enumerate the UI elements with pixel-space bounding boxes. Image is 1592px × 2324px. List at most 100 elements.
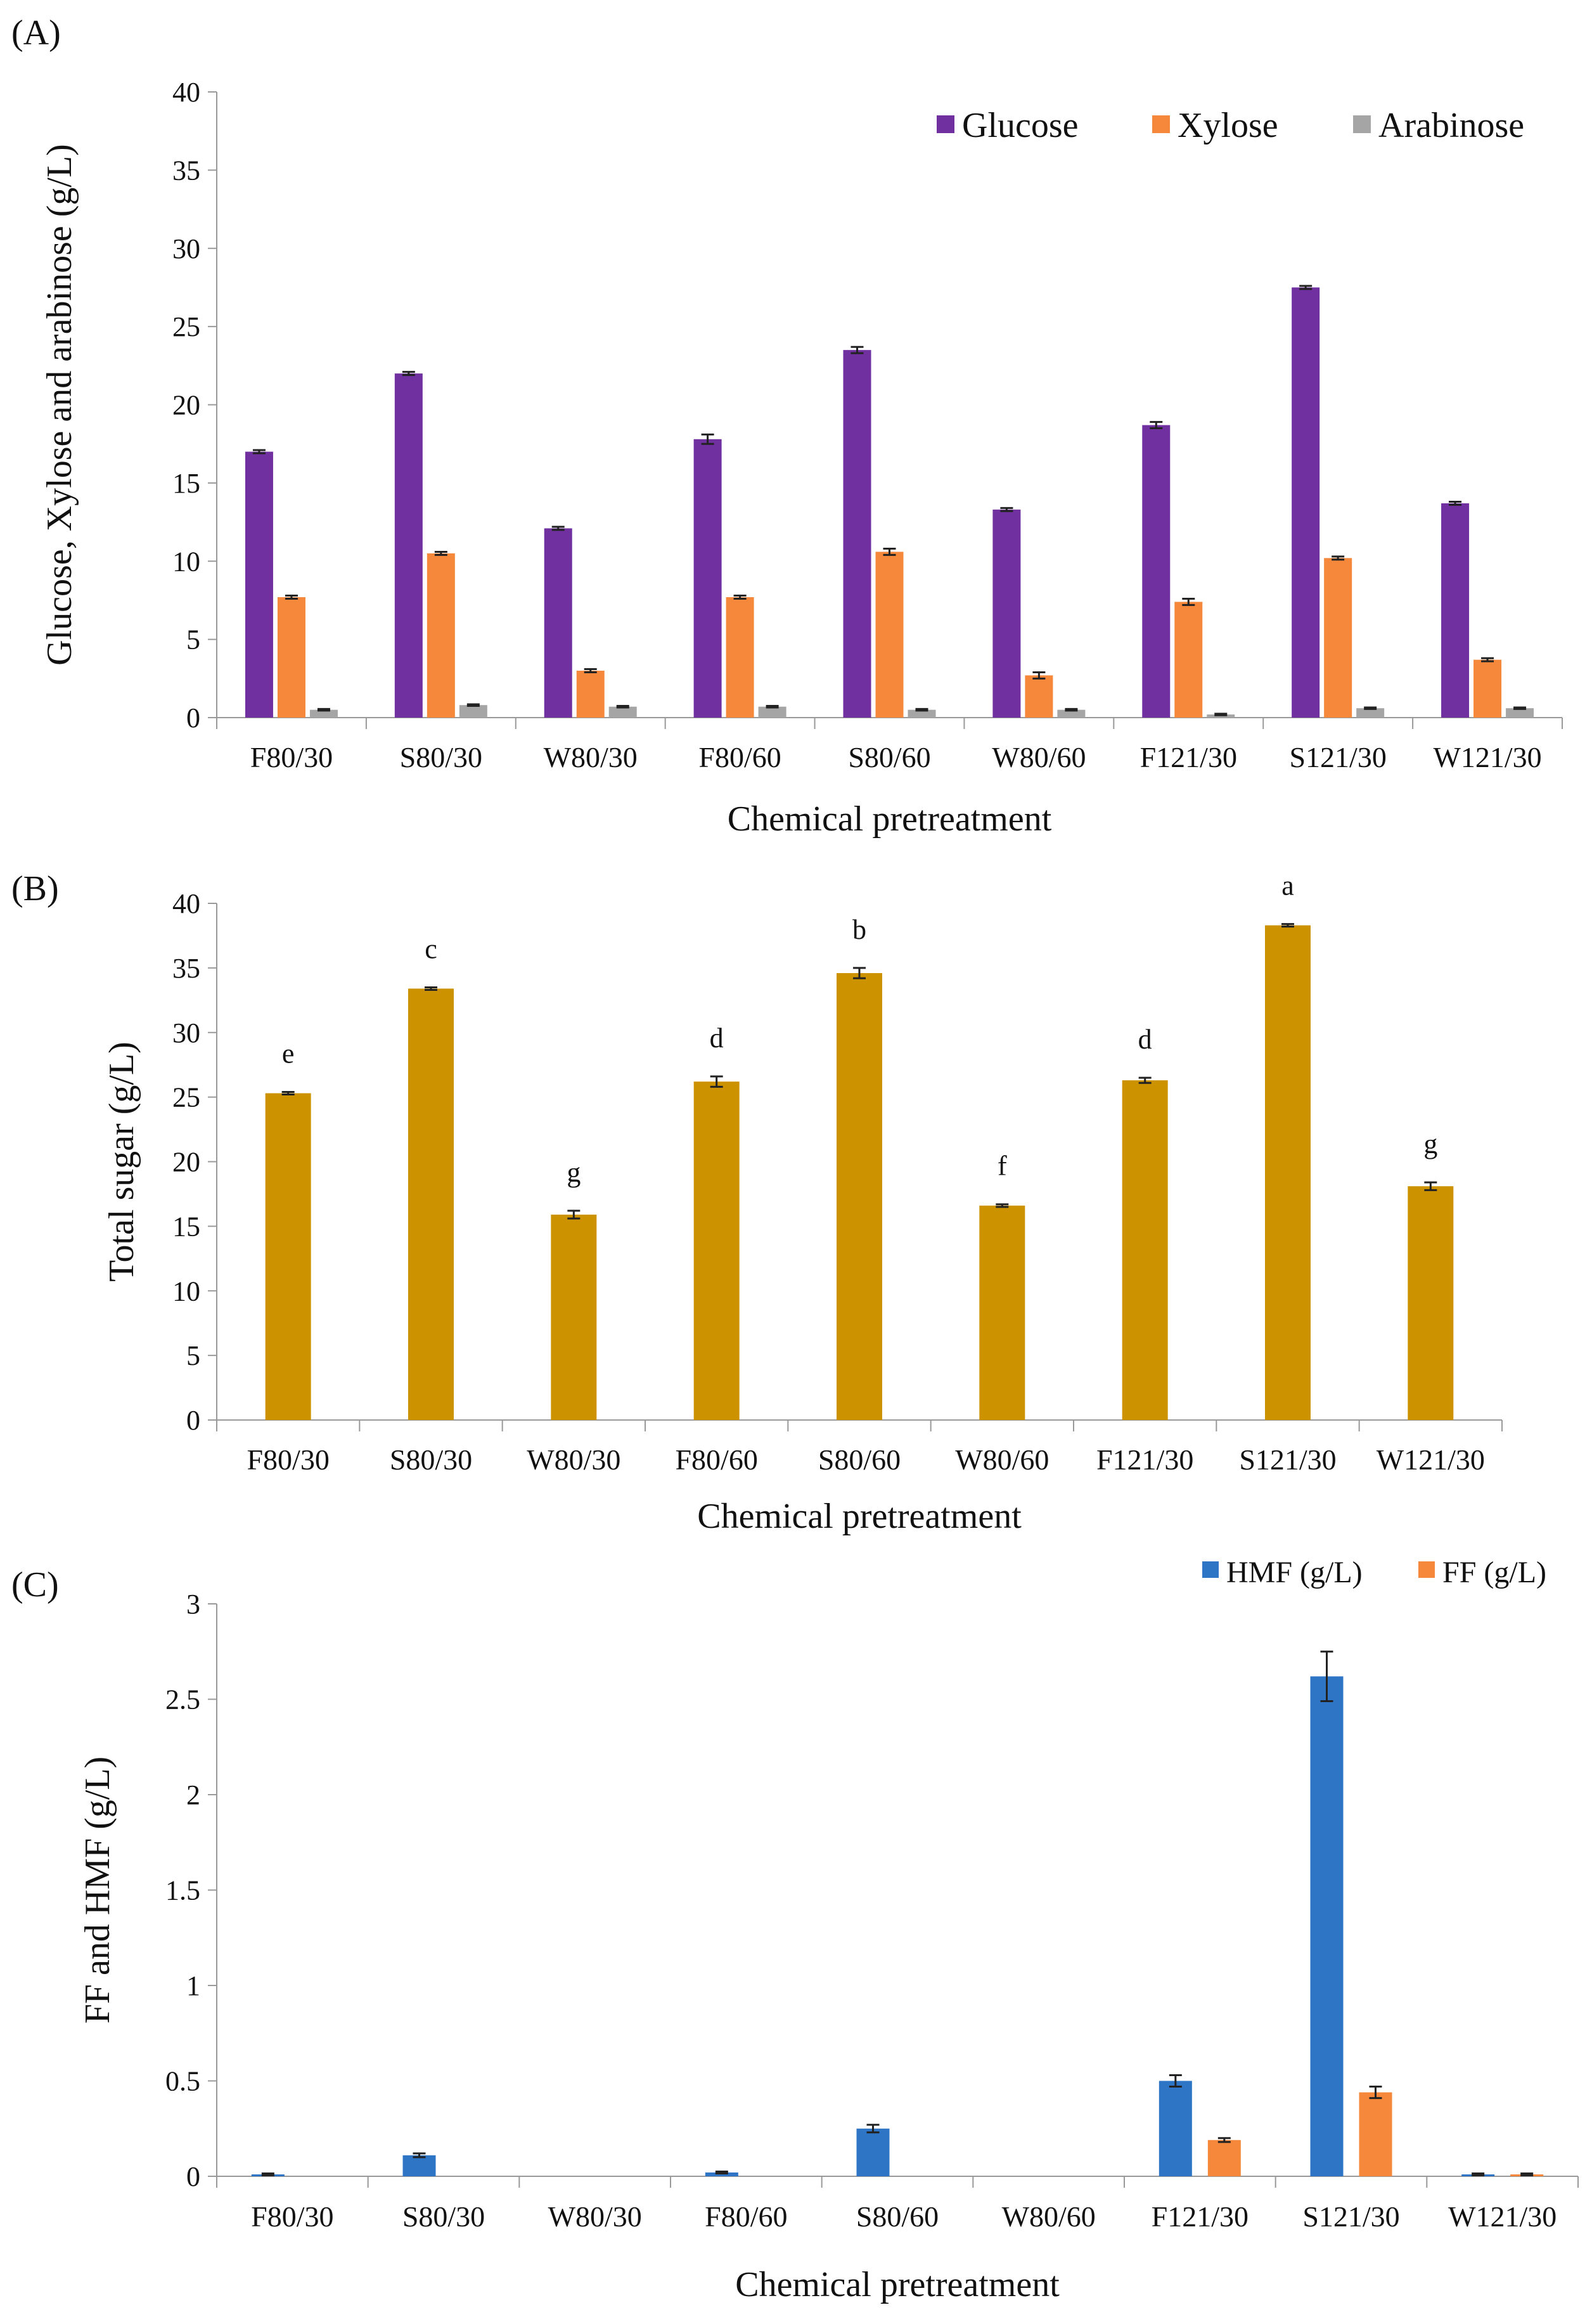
bar-arabinose [1057, 709, 1086, 718]
legend-swatch [1418, 1561, 1435, 1578]
y-tick-label: 25 [172, 311, 200, 342]
y-tick-label: 3 [186, 1589, 200, 1620]
y-axis-title: FF and HMF (g/L) [78, 1757, 117, 2024]
y-tick-label: 30 [172, 1017, 200, 1049]
bar-glucose [394, 373, 423, 718]
bar-arabinose [908, 709, 936, 718]
bar-hmf [1159, 2081, 1192, 2176]
significance-letter: f [998, 1151, 1007, 1182]
bar-glucose [245, 451, 273, 718]
legend-swatch [1353, 115, 1371, 133]
y-tick-label: 0.5 [165, 2066, 200, 2097]
y-tick-label: 20 [172, 390, 200, 421]
x-category-label: F80/60 [705, 2200, 787, 2233]
significance-letter: g [1423, 1128, 1437, 1159]
significance-letter: g [567, 1157, 581, 1188]
bar-xylose [1025, 675, 1053, 718]
y-tick-label: 10 [172, 546, 200, 577]
y-axis-title: Glucose, Xylose and arabinose (g/L) [40, 144, 79, 666]
y-tick-label: 0 [186, 1405, 200, 1436]
x-category-label: W121/30 [1448, 2200, 1557, 2233]
bar-total [1265, 925, 1311, 1420]
x-category-label: W80/30 [548, 2200, 642, 2233]
bar-arabinose [1506, 708, 1534, 718]
x-category-label: S80/60 [848, 741, 930, 773]
y-tick-label: 30 [172, 233, 200, 264]
legend-label: HMF (g/L) [1226, 1556, 1363, 1589]
y-tick-label: 25 [172, 1082, 200, 1113]
bar-total [1122, 1080, 1168, 1420]
significance-letter: a [1281, 870, 1294, 901]
bar-xylose [277, 597, 305, 718]
significance-letter: e [282, 1038, 295, 1069]
x-category-label: F80/60 [698, 741, 781, 773]
x-category-label: S121/30 [1289, 741, 1386, 773]
bar-glucose [1441, 503, 1470, 718]
bar-xylose [576, 670, 605, 718]
panel-label: (C) [11, 1565, 59, 1604]
legend-swatch [1202, 1561, 1219, 1578]
bar-xylose [875, 552, 904, 718]
x-category-label: F80/30 [247, 1443, 329, 1476]
x-category-label: W80/60 [955, 1443, 1049, 1476]
bar-hmf [402, 2155, 436, 2176]
bar-total [551, 1215, 597, 1420]
y-tick-label: 1.5 [165, 1875, 200, 1906]
bar-total [693, 1081, 740, 1420]
x-category-label: W80/60 [992, 741, 1086, 773]
bar-glucose [1292, 287, 1320, 718]
y-tick-label: 0 [186, 2161, 200, 2192]
bar-xylose [1473, 659, 1502, 718]
x-category-label: F121/30 [1140, 741, 1237, 773]
bar-glucose [992, 509, 1021, 718]
bar-glucose [843, 350, 871, 718]
y-tick-label: 15 [172, 1211, 200, 1242]
significance-letter: d [710, 1023, 724, 1054]
legend-swatch [937, 115, 954, 133]
bar-arabinose [459, 705, 487, 718]
y-tick-label: 15 [172, 468, 200, 499]
y-tick-label: 20 [172, 1147, 200, 1178]
y-tick-label: 35 [172, 155, 200, 186]
panel-c: (C) 0 0.5 1 1.5 2 2.5 3 F80/30 S80/30 W80/30 F80/60… [11, 1556, 1579, 2304]
y-tick-label: 1 [186, 1970, 200, 2001]
x-category-label: W121/30 [1377, 1443, 1485, 1476]
y-tick-label: 5 [186, 624, 200, 655]
panel-label: (B) [11, 869, 59, 908]
legend-swatch [1152, 115, 1170, 133]
x-category-label: S121/30 [1302, 2200, 1399, 2233]
panel-label: (A) [11, 13, 61, 53]
bar-glucose [1142, 425, 1171, 718]
y-axis-title: Total sugar (g/L) [102, 1042, 141, 1282]
legend-label: FF (g/L) [1442, 1556, 1546, 1589]
x-category-label: F121/30 [1096, 1443, 1193, 1476]
bar-xylose [1174, 602, 1203, 718]
x-category-label: F121/30 [1152, 2200, 1249, 2233]
bar-glucose [544, 528, 572, 718]
x-category-label: S80/30 [400, 741, 482, 773]
y-tick-label: 2.5 [165, 1684, 200, 1715]
bar-xylose [1324, 558, 1352, 718]
bar-arabinose [1356, 708, 1385, 718]
x-category-label: W80/60 [1002, 2200, 1096, 2233]
bar-xylose [726, 597, 754, 718]
x-category-label: S121/30 [1239, 1443, 1336, 1476]
significance-letter: b [852, 914, 866, 945]
panel-b: (B) 0 5 10 15 20 25 30 35 40 F80/30 e S80/30 c W80/30 g… [11, 869, 1503, 1536]
y-tick-label: 40 [172, 77, 200, 108]
y-tick-label: 5 [186, 1340, 200, 1371]
bar-total [979, 1205, 1025, 1420]
bar-xylose [427, 553, 455, 718]
legend-label: Arabinose [1378, 106, 1524, 145]
bar-ff [1207, 2140, 1241, 2176]
bar-arabinose [309, 709, 338, 718]
bar-ff [1359, 2092, 1392, 2176]
bar-glucose [693, 439, 722, 718]
x-category-label: W80/30 [527, 1443, 620, 1476]
bar-hmf [856, 2128, 890, 2176]
bar-total [1408, 1186, 1454, 1420]
y-tick-label: 10 [172, 1275, 200, 1307]
x-category-label: W80/30 [544, 741, 638, 773]
x-category-label: F80/60 [675, 1443, 757, 1476]
